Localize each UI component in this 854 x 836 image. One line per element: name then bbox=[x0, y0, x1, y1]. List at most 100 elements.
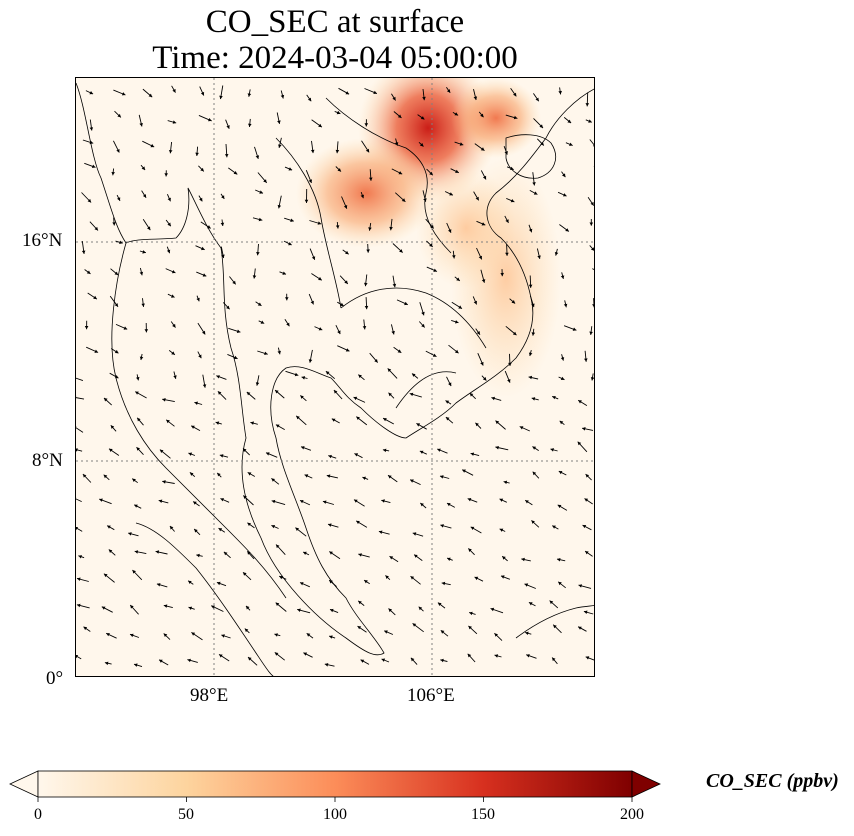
wind-arrow-head bbox=[208, 118, 212, 122]
wind-arrow-head bbox=[423, 198, 427, 202]
lon-tick-98e: 98°E bbox=[190, 685, 229, 706]
wind-arrow-head bbox=[558, 581, 562, 586]
wind-arrow-head bbox=[490, 607, 495, 612]
wind-arrow-head bbox=[194, 529, 198, 533]
wind-arrow-head bbox=[447, 557, 451, 561]
wind-arrow-head bbox=[141, 166, 146, 170]
wind-arrow-shaft bbox=[76, 449, 83, 452]
wind-arrow-head bbox=[317, 221, 322, 225]
wind-arrow-head bbox=[318, 123, 322, 128]
wind-arrow-head bbox=[130, 605, 134, 609]
wind-arrow-head bbox=[364, 123, 369, 127]
wind-arrow-head bbox=[495, 446, 499, 450]
wind-arrow-head bbox=[290, 218, 294, 222]
wind-arrow-head bbox=[373, 90, 377, 94]
wind-arrow-head bbox=[557, 504, 562, 509]
wind-arrow-head bbox=[421, 311, 425, 316]
wind-arrow-head bbox=[243, 448, 247, 452]
wind-arrow-head bbox=[86, 270, 91, 274]
wind-arrow-head bbox=[521, 557, 525, 562]
wind-arrow-head bbox=[467, 653, 472, 658]
wind-arrow-head bbox=[147, 226, 151, 231]
wind-arrow-head bbox=[519, 426, 524, 430]
wind-arrow-head bbox=[264, 351, 268, 355]
wind-arrow-head bbox=[159, 449, 164, 453]
wind-arrow-head bbox=[191, 425, 195, 429]
wind-arrow-head bbox=[219, 654, 223, 658]
wind-arrow-head bbox=[278, 144, 282, 148]
wind-arrow-head bbox=[552, 657, 556, 662]
wind-arrow-head bbox=[89, 91, 94, 95]
wind-arrow-head bbox=[473, 96, 478, 100]
colorbar bbox=[9, 770, 661, 802]
wind-arrow-head bbox=[87, 198, 92, 203]
wind-arrow-head bbox=[134, 663, 138, 667]
wind-arrow-head bbox=[167, 222, 171, 227]
wind-arrow-head bbox=[582, 427, 586, 431]
wind-arrow-head bbox=[382, 448, 387, 453]
wind-arrow-head bbox=[94, 349, 99, 353]
wind-arrow-shaft bbox=[593, 166, 594, 168]
wind-arrow-head bbox=[295, 527, 299, 531]
wind-arrow-head bbox=[440, 475, 444, 479]
wind-arrow-head bbox=[504, 151, 508, 155]
wind-arrow-head bbox=[271, 499, 276, 504]
wind-arrow-head bbox=[389, 226, 393, 231]
wind-arrow-head bbox=[188, 580, 192, 584]
plume-east bbox=[451, 78, 541, 158]
wind-arrow-head bbox=[577, 441, 582, 446]
wind-arrow-head bbox=[409, 392, 414, 397]
colorbar-body bbox=[37, 770, 633, 798]
wind-arrow-head bbox=[432, 353, 437, 357]
wind-arrow-head bbox=[191, 632, 196, 636]
wind-arrow-head bbox=[139, 123, 143, 127]
wind-arrow-head bbox=[325, 371, 330, 375]
wind-arrow-head bbox=[233, 171, 238, 175]
wind-arrow-head bbox=[558, 471, 563, 475]
wind-arrow-head bbox=[572, 327, 577, 331]
wind-arrow-head bbox=[331, 418, 336, 422]
wind-arrow-head bbox=[155, 550, 160, 554]
wind-arrow-head bbox=[392, 283, 397, 288]
wind-arrow-head bbox=[524, 583, 529, 587]
wind-arrow-head bbox=[381, 658, 386, 662]
wind-arrow-head bbox=[446, 89, 451, 93]
colorbar-tick-200: 200 bbox=[620, 806, 644, 823]
wind-arrow-head bbox=[196, 553, 200, 558]
wind-arrow-head bbox=[158, 499, 163, 503]
wind-arrow-head bbox=[422, 96, 426, 101]
wind-arrow-head bbox=[108, 549, 113, 553]
wind-arrow-head bbox=[195, 152, 199, 156]
wind-arrow-shaft bbox=[592, 268, 594, 270]
wind-arrow-head bbox=[508, 362, 512, 366]
wind-arrow-head bbox=[418, 606, 423, 611]
wind-arrow-head bbox=[139, 271, 144, 276]
wind-arrow-head bbox=[167, 197, 171, 202]
wind-arrow-head bbox=[412, 623, 417, 627]
wind-arrow-head bbox=[318, 276, 322, 281]
wind-arrow-head bbox=[419, 450, 424, 454]
wind-arrow-head bbox=[552, 396, 556, 400]
wind-arrow-head bbox=[255, 155, 260, 159]
wind-arrow-head bbox=[531, 332, 536, 336]
wind-arrow-head bbox=[462, 469, 466, 473]
wind-arrow-head bbox=[560, 275, 565, 279]
map-panel bbox=[75, 77, 595, 677]
wind-arrow-head bbox=[505, 252, 509, 256]
wind-arrow-head bbox=[528, 602, 533, 606]
wind-arrow-shaft bbox=[76, 377, 84, 382]
wind-arrow-head bbox=[216, 581, 221, 586]
wind-arrow-head bbox=[511, 300, 516, 304]
wind-arrow-head bbox=[448, 382, 452, 387]
wind-arrow-head bbox=[172, 120, 177, 124]
wind-arrow-head bbox=[589, 222, 594, 226]
wind-arrow-head bbox=[552, 525, 556, 529]
wind-arrow-head bbox=[142, 194, 147, 198]
wind-arrow-head bbox=[300, 582, 304, 586]
wind-arrow-head bbox=[537, 255, 541, 259]
wind-arrow-head bbox=[440, 630, 445, 634]
wind-arrow-head bbox=[354, 499, 358, 503]
wind-arrow-head bbox=[532, 471, 537, 476]
wind-vector-field bbox=[76, 85, 594, 668]
wind-arrow-head bbox=[189, 472, 194, 476]
